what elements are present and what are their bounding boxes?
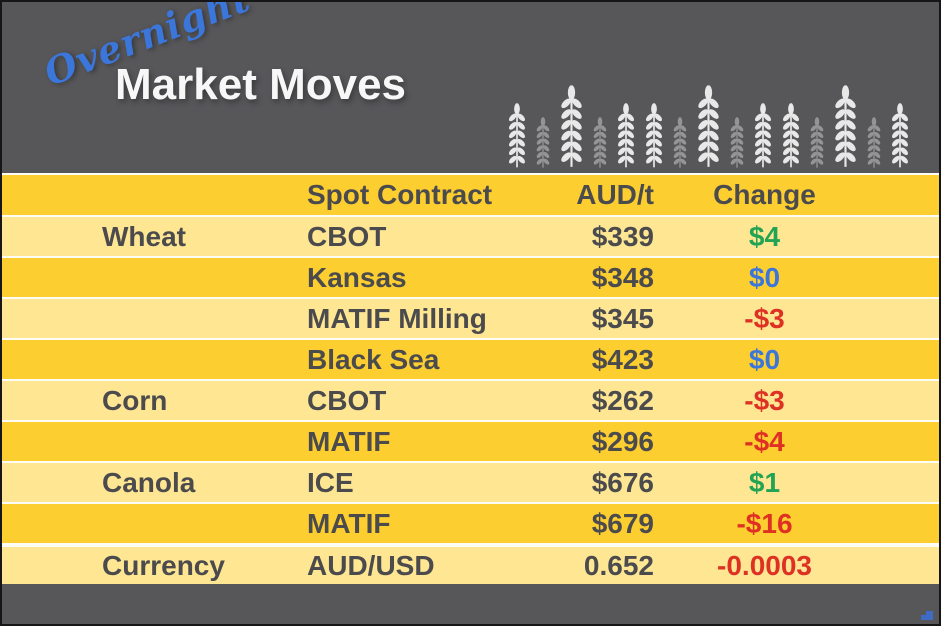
wheat-icons-row bbox=[506, 85, 911, 169]
category-cell: Corn bbox=[102, 384, 168, 416]
contract-cell: CBOT bbox=[307, 384, 387, 416]
wheat-icon bbox=[832, 85, 859, 169]
change-cell: -0.0003 bbox=[717, 549, 812, 581]
wheat-icon bbox=[615, 103, 637, 169]
wheat-icon bbox=[780, 103, 802, 169]
price-cell: $423 bbox=[591, 343, 654, 375]
wheat-icon bbox=[558, 85, 585, 169]
column-header-spot-contract: Spot Contract bbox=[307, 179, 493, 210]
column-header-aud-t: AUD/t bbox=[576, 179, 654, 210]
step-logo-icon bbox=[921, 609, 934, 620]
price-cell: $339 bbox=[591, 220, 654, 252]
contract-cell: AUD/USD bbox=[307, 549, 435, 581]
wheat-icon bbox=[889, 103, 911, 169]
price-cell: $296 bbox=[591, 425, 654, 457]
price-cell: 0.652 bbox=[583, 549, 654, 581]
category-cell: Wheat bbox=[102, 220, 186, 252]
contract-cell: ICE bbox=[307, 466, 354, 498]
table-row-wheat-matif-milling: MATIF Milling $345 -$3 bbox=[2, 297, 939, 338]
wheat-icon bbox=[728, 117, 746, 169]
change-cell: -$4 bbox=[744, 425, 785, 457]
price-cell: $345 bbox=[591, 302, 654, 334]
footer-bar bbox=[2, 584, 939, 624]
change-cell: $1 bbox=[748, 466, 781, 498]
change-cell: $0 bbox=[748, 343, 781, 375]
wheat-icon bbox=[752, 103, 774, 169]
table-row-wheat-cbot: Wheat CBOT $339 $4 bbox=[2, 215, 939, 256]
wheat-icon bbox=[591, 117, 609, 169]
contract-cell: Black Sea bbox=[307, 343, 440, 375]
contract-cell: Kansas bbox=[307, 261, 407, 293]
table-row-corn-cbot: Corn CBOT $262 -$3 bbox=[2, 379, 939, 420]
column-header-change: Change bbox=[713, 179, 816, 210]
table-row-corn-matif: MATIF $296 -$4 bbox=[2, 420, 939, 461]
change-cell: $4 bbox=[748, 220, 781, 252]
wheat-icon bbox=[865, 117, 883, 169]
contract-cell: MATIF bbox=[307, 425, 391, 457]
wheat-icon bbox=[506, 103, 528, 169]
table-row-currency-audusd: Currency AUD/USD 0.652 -0.0003 bbox=[2, 543, 939, 584]
category-cell: Canola bbox=[102, 466, 196, 498]
price-cell: $348 bbox=[591, 261, 654, 293]
table-row-wheat-kansas: Kansas $348 $0 bbox=[2, 256, 939, 297]
table-row-canola-matif: MATIF $679 -$16 bbox=[2, 502, 939, 543]
change-cell: -$3 bbox=[744, 384, 785, 416]
price-cell: $679 bbox=[591, 507, 654, 539]
change-cell: -$16 bbox=[736, 507, 793, 539]
price-cell: $262 bbox=[591, 384, 654, 416]
wheat-icon bbox=[808, 117, 826, 169]
header-banner: Overnight Market Moves bbox=[2, 2, 939, 173]
table-row-wheat-black-sea: Black Sea $423 $0 bbox=[2, 338, 939, 379]
change-cell: $0 bbox=[748, 261, 781, 293]
wheat-icon bbox=[695, 85, 722, 169]
page-title: Market Moves bbox=[115, 60, 407, 109]
category-cell: Currency bbox=[102, 549, 225, 581]
price-cell: $676 bbox=[591, 466, 654, 498]
change-cell: -$3 bbox=[744, 302, 785, 334]
table-header-row: Spot Contract AUD/t Change bbox=[2, 173, 939, 215]
wheat-icon bbox=[643, 103, 665, 169]
table-row-canola-ice: Canola ICE $676 $1 bbox=[2, 461, 939, 502]
wheat-icon bbox=[534, 117, 552, 169]
contract-cell: MATIF bbox=[307, 507, 391, 539]
wheat-icon bbox=[671, 117, 689, 169]
contract-cell: MATIF Milling bbox=[307, 302, 487, 334]
contract-cell: CBOT bbox=[307, 220, 387, 252]
market-table: Spot Contract AUD/t Change Wheat CBOT $3… bbox=[2, 173, 939, 584]
